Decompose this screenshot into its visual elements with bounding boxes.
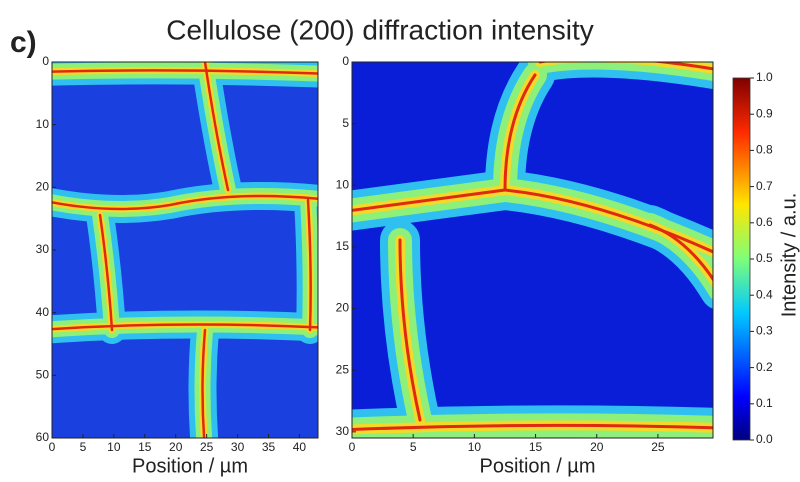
x-tick-label: 40 (293, 440, 307, 454)
x-tick-label: 0 (49, 440, 56, 454)
colorbar-tick-label: 1.0 (756, 70, 773, 84)
x-tick-label: 25 (200, 440, 214, 454)
colorbar-tick-label: 0.1 (756, 396, 773, 410)
y-tick-label: 60 (36, 430, 50, 444)
colorbar-tick-label: 0.3 (756, 324, 773, 338)
y-tick-label: 5 (342, 116, 349, 130)
y-tick-label: 30 (36, 242, 50, 256)
colorbar-tick-label: 0.9 (756, 106, 773, 120)
y-tick-label: 20 (36, 180, 50, 194)
y-tick-label: 0 (342, 54, 349, 68)
x-tick-label: 20 (169, 440, 183, 454)
x-tick-label: 10 (468, 440, 482, 454)
colorbar-tick-label: 0.2 (756, 360, 773, 374)
x-tick-label: 35 (262, 440, 276, 454)
x-tick-label: 15 (529, 440, 543, 454)
y-tick-label: 10 (336, 177, 350, 191)
x-tick-label: 5 (410, 440, 417, 454)
plot-frame (351, 61, 714, 439)
y-tick-label: 0 (42, 54, 49, 68)
x-tick-label: 20 (590, 440, 604, 454)
colorbar-tick-label: 0.0 (756, 432, 773, 446)
colorbar-tick-label: 0.6 (756, 215, 773, 229)
colorbar-label: Intensity / a.u. (778, 193, 800, 318)
x-axis-label: Position / µm (479, 455, 595, 477)
y-tick-label: 20 (336, 301, 350, 315)
heatmap-image (52, 62, 318, 438)
colorbar-tick-label: 0.5 (756, 251, 773, 265)
x-tick-label: 30 (231, 440, 245, 454)
y-tick-label: 50 (36, 368, 50, 382)
panel-label: c) (10, 26, 37, 59)
y-tick-label: 10 (36, 117, 50, 131)
y-tick-label: 40 (36, 305, 50, 319)
chart-title: Cellulose (200) diffraction intensity (166, 14, 593, 45)
x-axis-label: Position / µm (132, 455, 248, 477)
x-tick-label: 5 (80, 440, 87, 454)
y-tick-label: 25 (336, 362, 350, 376)
heatmap-image (352, 62, 713, 438)
colorbar (732, 77, 751, 441)
y-tick-label: 15 (336, 239, 350, 253)
colorbar-tick-label: 0.7 (756, 179, 773, 193)
x-tick-label: 0 (349, 440, 356, 454)
x-tick-label: 10 (107, 440, 121, 454)
x-tick-label: 15 (138, 440, 152, 454)
colorbar-tick-label: 0.4 (756, 287, 773, 301)
x-tick-label: 25 (651, 440, 665, 454)
colorbar-tick-label: 0.8 (756, 143, 773, 157)
y-tick-label: 30 (336, 424, 350, 438)
